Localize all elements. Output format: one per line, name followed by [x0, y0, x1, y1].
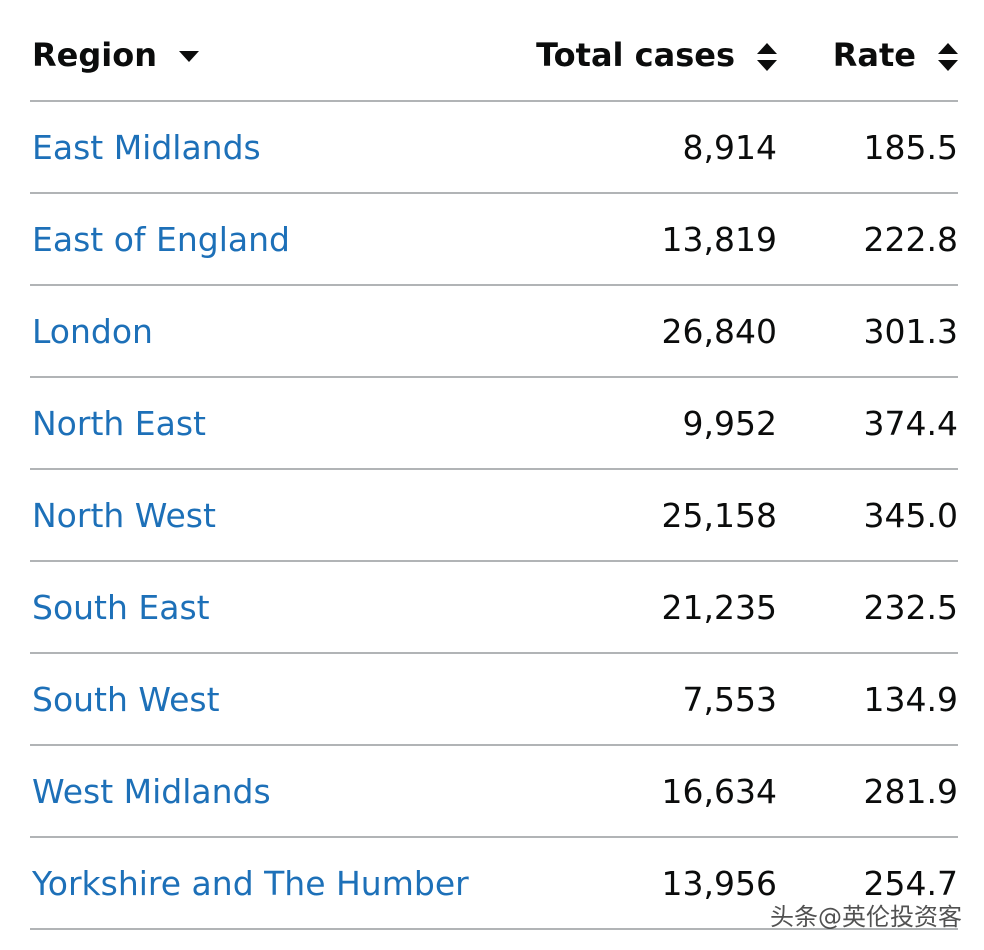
region-link[interactable]: North West [32, 496, 216, 535]
table-cell: 374.4 [863, 404, 958, 443]
region-link[interactable]: London [32, 312, 153, 351]
table-cell: 7,553 [682, 680, 777, 719]
sort-header[interactable]: Rate [833, 0, 958, 90]
table-row: East of England 13,819 222.8 [30, 194, 958, 286]
sort-icon [757, 43, 777, 71]
table-cell: 222.8 [863, 220, 958, 259]
sort-icon [938, 43, 958, 71]
table-row: North East 9,952 374.4 [30, 378, 958, 470]
table-cell: 345.0 [863, 496, 958, 535]
table-cell: 232.5 [863, 588, 958, 627]
region-link[interactable]: East Midlands [32, 128, 261, 167]
region-link[interactable]: East of England [32, 220, 290, 259]
table-cell: 25,158 [661, 496, 777, 535]
table-cell: 8,914 [682, 128, 777, 167]
header-label: Total cases [536, 36, 735, 74]
region-link[interactable]: Yorkshire and The Humber [32, 864, 469, 903]
table-cell: 281.9 [863, 772, 958, 811]
table-row: North West 25,158 345.0 [30, 470, 958, 562]
region-link[interactable]: North East [32, 404, 206, 443]
table-cell: 134.9 [863, 680, 958, 719]
sort-header[interactable]: Region [32, 0, 199, 90]
header-row: Region Total cases Rate [30, 0, 958, 102]
sort-header[interactable]: Total cases [536, 0, 777, 90]
table-cell: 13,956 [661, 864, 777, 903]
table-row: South East 21,235 232.5 [30, 562, 958, 654]
table-cell: 26,840 [661, 312, 777, 351]
region-link[interactable]: South East [32, 588, 210, 627]
region-link[interactable]: West Midlands [32, 772, 271, 811]
table-row: Yorkshire and The Humber 13,956 254.7 [30, 838, 958, 930]
table-cell: 185.5 [863, 128, 958, 167]
header-label: Rate [832, 36, 916, 74]
table-cell: 254.7 [863, 864, 958, 903]
table-row: London 26,840 301.3 [30, 286, 958, 378]
table-cell: 9,952 [682, 404, 777, 443]
table-row: East Midlands 8,914 185.5 [30, 102, 958, 194]
watermark: 头条@英伦投资客 [770, 903, 962, 931]
table-row: South West 7,553 134.9 [30, 654, 958, 746]
sort-down-icon [178, 51, 199, 62]
region-link[interactable]: South West [32, 680, 220, 719]
table-cell: 21,235 [661, 588, 777, 627]
table-row: West Midlands 16,634 281.9 [30, 746, 958, 838]
table-cell: 13,819 [661, 220, 777, 259]
table-cell: 301.3 [863, 312, 958, 351]
table-cell: 16,634 [661, 772, 777, 811]
header-label: Region [32, 36, 157, 74]
